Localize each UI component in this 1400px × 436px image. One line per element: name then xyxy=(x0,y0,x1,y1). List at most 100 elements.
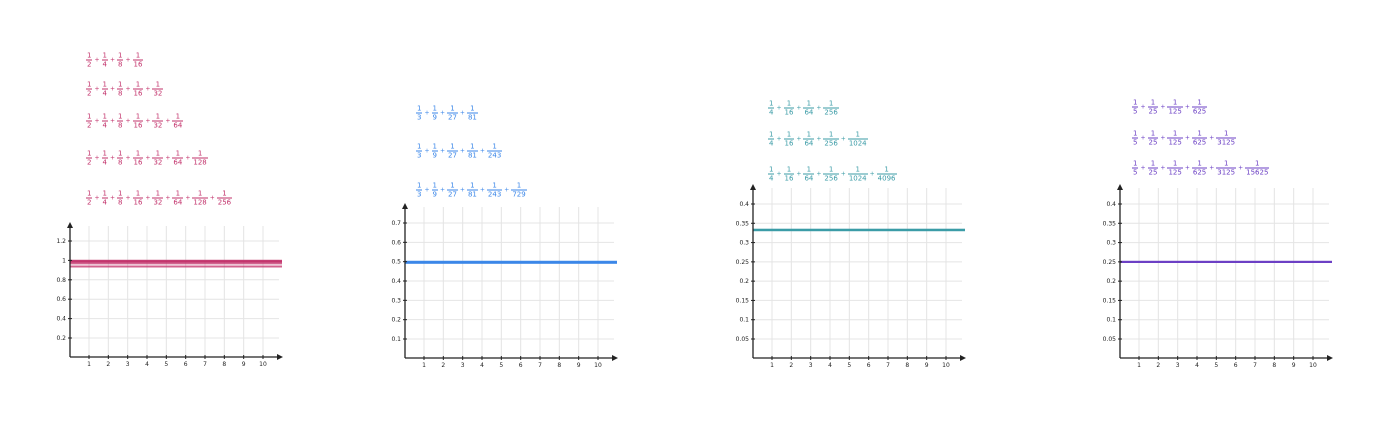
denominator: 64 xyxy=(172,120,184,130)
formula-expression: 1 3 +1 9 +1 27 +1 81 xyxy=(416,105,478,122)
denominator: 25 xyxy=(1147,167,1159,177)
numerator: 1 xyxy=(806,130,812,139)
x-tick-label: 1 xyxy=(87,361,91,368)
plus-sign: + xyxy=(439,147,445,155)
plus-sign: + xyxy=(145,117,151,125)
plus-sign: + xyxy=(424,147,430,155)
graph-panel-4: 1 2 3 4 5 6 7 8 9 10 0.05 0.1 0.15 0.2 0.25 0.3 0.35 0.4 xyxy=(1103,184,1333,369)
x-tick-label: 6 xyxy=(867,362,871,369)
graph-panel-3: 1 2 3 4 5 6 7 8 9 10 0.05 0.1 0.15 0.2 0.25 0.3 0.35 0.4 xyxy=(736,184,966,369)
denominator: 64 xyxy=(172,157,184,167)
numerator: 1 xyxy=(1197,159,1202,168)
plus-sign: + xyxy=(796,104,802,112)
y-tick-label: 0.25 xyxy=(1103,259,1117,266)
y-tick-label: 1 xyxy=(62,257,66,264)
plus-sign: + xyxy=(439,109,445,117)
plus-sign: + xyxy=(1140,134,1146,142)
numerator: 1 xyxy=(102,112,107,121)
graph-panel-1: 1 2 3 4 5 6 7 8 9 10 0.2 0.4 0.6 0.8 1 1.2 xyxy=(56,222,283,368)
numerator: 1 xyxy=(1133,159,1138,168)
fraction: 1 81 xyxy=(466,142,478,160)
denominator: 4 xyxy=(768,107,775,117)
numerator: 1 xyxy=(417,104,422,113)
fraction: 1 64 xyxy=(172,149,184,167)
fraction: 1 256 xyxy=(823,166,839,183)
fraction: 1 64 xyxy=(803,100,815,117)
denominator: 4 xyxy=(101,59,108,69)
plus-sign: + xyxy=(1140,103,1146,111)
x-tick-label: 10 xyxy=(942,362,950,369)
numerator: 1 xyxy=(470,142,475,151)
denominator: 81 xyxy=(466,189,478,199)
numerator: 1 xyxy=(884,165,889,174)
y-tick-label: 0.6 xyxy=(56,296,66,303)
fraction: 1 81 xyxy=(466,182,478,199)
plus-sign: + xyxy=(1160,103,1166,111)
x-tick-label: 3 xyxy=(126,361,130,368)
fraction: 1 128 xyxy=(192,190,208,207)
denominator: 2 xyxy=(86,157,93,167)
plus-sign: + xyxy=(109,85,115,93)
x-axis-arrow-icon xyxy=(1327,355,1333,361)
y-tick-label: 0.5 xyxy=(391,259,401,266)
numerator: 1 xyxy=(175,149,181,158)
numerator: 1 xyxy=(786,99,792,108)
plus-sign: + xyxy=(125,194,131,202)
plus-sign: + xyxy=(479,186,485,194)
plus-sign: + xyxy=(776,135,782,143)
denominator: 16 xyxy=(132,157,144,167)
fraction: 1 64 xyxy=(172,112,184,130)
plus-sign: + xyxy=(1160,134,1166,142)
numerator: 1 xyxy=(492,181,497,190)
x-tick-label: 7 xyxy=(203,361,207,368)
plus-sign: + xyxy=(109,194,115,202)
y-tick-label: 0.4 xyxy=(1106,201,1116,208)
plus-sign: + xyxy=(459,109,465,117)
fraction: 1 27 xyxy=(447,143,458,160)
denominator: 64 xyxy=(803,138,815,148)
numerator: 1 xyxy=(102,51,107,60)
denominator: 8 xyxy=(117,157,124,167)
x-tick-label: 1 xyxy=(1137,362,1141,369)
plus-sign: + xyxy=(109,56,115,64)
fraction: 1 243 xyxy=(486,143,503,160)
y-axis-arrow-icon xyxy=(1117,184,1123,190)
plus-sign: + xyxy=(459,147,465,155)
formula-expression: 1 5 +1 25 +1 125 +1 625 +1 3125 +1 15625 xyxy=(1132,159,1270,177)
numerator: 1 xyxy=(1255,159,1260,168)
fraction: 1 1024 xyxy=(847,166,868,183)
numerator: 1 xyxy=(175,112,181,121)
denominator: 32 xyxy=(152,120,164,130)
denominator: 4 xyxy=(101,120,108,130)
fraction: 1 16 xyxy=(132,149,144,167)
fraction: 1 32 xyxy=(152,81,164,98)
denominator: 625 xyxy=(1191,167,1208,177)
numerator: 1 xyxy=(417,142,422,151)
numerator: 1 xyxy=(135,149,141,158)
formula-expression: 1 2 +1 4 +1 8 +1 16 +1 32 +1 64 xyxy=(86,112,184,130)
x-tick-label: 2 xyxy=(789,362,793,369)
plus-sign: + xyxy=(816,170,822,178)
numerator: 1 xyxy=(118,189,123,198)
fraction: 1 27 xyxy=(447,105,458,122)
plus-sign: + xyxy=(840,135,846,143)
numerator: 1 xyxy=(118,51,123,60)
numerator: 1 xyxy=(87,112,92,121)
denominator: 1024 xyxy=(847,173,868,183)
y-tick-label: 0.2 xyxy=(391,317,401,324)
y-axis-arrow-icon xyxy=(402,203,408,209)
x-tick-label: 3 xyxy=(809,362,813,369)
numerator: 1 xyxy=(1197,98,1202,107)
numerator: 1 xyxy=(1150,129,1156,138)
x-tick-label: 9 xyxy=(1292,362,1296,369)
fraction: 1 729 xyxy=(511,182,527,199)
y-tick-label: 0.6 xyxy=(391,239,401,246)
x-tick-label: 10 xyxy=(1309,362,1317,369)
plus-sign: + xyxy=(816,135,822,143)
numerator: 1 xyxy=(197,149,203,158)
x-tick-label: 3 xyxy=(461,362,465,369)
